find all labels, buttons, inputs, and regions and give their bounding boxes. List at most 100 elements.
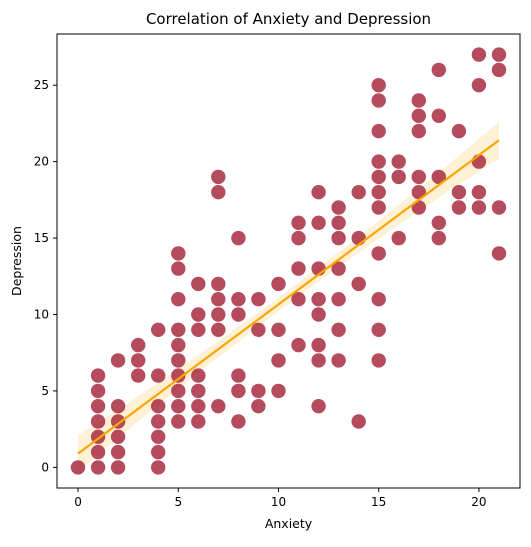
x-axis-label: Anxiety <box>265 516 313 531</box>
data-point <box>331 230 346 246</box>
data-point <box>171 399 186 414</box>
data-point <box>311 292 326 307</box>
data-point <box>110 429 126 444</box>
data-point <box>371 200 386 215</box>
data-point <box>471 47 487 62</box>
data-point <box>231 368 246 383</box>
data-point <box>191 276 206 292</box>
data-point <box>211 307 226 322</box>
data-point <box>191 322 206 337</box>
data-point <box>491 200 507 215</box>
data-point <box>251 292 266 307</box>
data-point <box>90 368 106 383</box>
data-point <box>211 292 226 307</box>
data-point <box>90 383 106 399</box>
data-point <box>211 322 226 337</box>
data-point <box>311 307 326 322</box>
data-point <box>151 460 166 475</box>
data-point <box>171 337 186 353</box>
data-point <box>291 292 306 307</box>
data-point <box>171 414 186 429</box>
x-tick-label: 15 <box>371 495 386 509</box>
data-point <box>351 414 366 429</box>
y-tick-label: 10 <box>34 308 49 322</box>
data-point <box>271 322 286 337</box>
data-point <box>411 108 426 124</box>
data-point <box>90 399 106 414</box>
x-tick-label: 10 <box>271 495 286 509</box>
x-axis-ticks: 0 5 10 15 20 <box>74 488 487 509</box>
data-point <box>431 62 446 78</box>
data-point <box>451 123 467 139</box>
data-point <box>191 383 206 399</box>
data-point <box>151 322 166 337</box>
data-point <box>471 154 487 169</box>
data-point <box>231 230 246 246</box>
data-point <box>191 307 206 322</box>
data-point <box>90 460 106 475</box>
data-point <box>131 368 146 383</box>
y-tick-label: 15 <box>34 231 49 245</box>
data-point <box>311 185 326 200</box>
data-point <box>371 78 386 93</box>
y-tick-label: 5 <box>41 384 49 398</box>
data-point <box>391 169 406 185</box>
data-point <box>231 414 246 429</box>
y-tick-label: 0 <box>41 460 49 474</box>
data-point <box>171 246 186 261</box>
data-point <box>151 399 166 414</box>
data-point <box>471 185 487 200</box>
data-point <box>331 200 346 215</box>
y-axis-ticks: 0 5 10 15 20 25 <box>34 78 57 474</box>
data-point <box>271 383 286 399</box>
data-point <box>131 337 146 353</box>
data-point <box>471 78 487 93</box>
data-point <box>411 185 426 200</box>
chart-title: Correlation of Anxiety and Depression <box>146 10 431 28</box>
data-point <box>431 215 446 230</box>
data-point <box>171 261 186 276</box>
data-point <box>271 276 286 292</box>
data-point <box>311 215 326 230</box>
data-point <box>371 292 386 307</box>
x-tick-label: 5 <box>174 495 182 509</box>
data-point <box>231 292 246 307</box>
data-point <box>351 230 366 246</box>
data-point <box>291 230 306 246</box>
data-point <box>311 353 326 368</box>
data-point <box>291 337 306 353</box>
data-point <box>471 200 487 215</box>
data-point <box>231 383 246 399</box>
data-point <box>331 215 346 230</box>
data-point <box>70 460 86 475</box>
data-point <box>171 322 186 337</box>
data-point <box>110 399 126 414</box>
y-axis-label: Depression <box>9 226 24 296</box>
data-point <box>371 353 386 368</box>
data-point <box>491 62 507 78</box>
data-point <box>331 292 346 307</box>
data-point <box>371 322 386 337</box>
data-point <box>291 261 306 276</box>
data-point <box>391 154 406 169</box>
data-point <box>411 123 426 139</box>
data-point <box>491 246 507 261</box>
data-point <box>211 276 226 292</box>
data-point <box>151 414 166 429</box>
data-point <box>451 185 467 200</box>
data-point <box>231 307 246 322</box>
x-tick-label: 20 <box>471 495 486 509</box>
data-point <box>211 399 226 414</box>
data-point <box>371 185 386 200</box>
y-tick-label: 25 <box>34 78 49 92</box>
data-point <box>291 215 306 230</box>
data-point <box>371 123 386 139</box>
data-point <box>351 276 366 292</box>
data-point <box>431 169 446 185</box>
data-point <box>90 414 106 429</box>
data-point <box>411 93 426 108</box>
regression-line-layer <box>77 139 500 455</box>
data-point <box>171 353 186 368</box>
data-point <box>251 322 266 337</box>
